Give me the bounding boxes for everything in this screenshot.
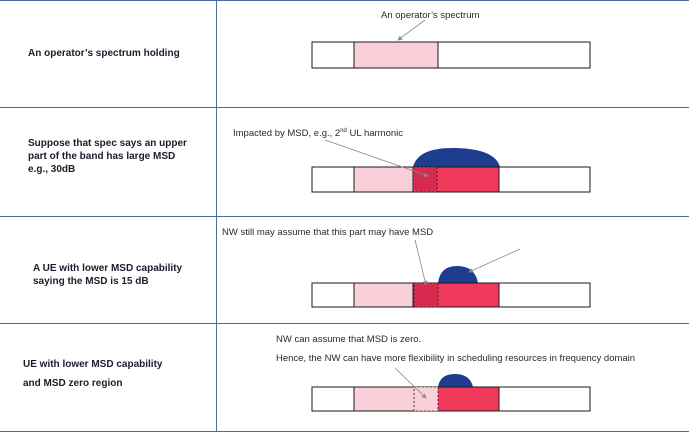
annotation-arrow	[324, 139, 429, 177]
operator-spectrum-block	[353, 282, 415, 308]
annotation-arrow	[394, 367, 427, 399]
msd-impacted-block	[436, 386, 500, 412]
row-2-label: Suppose that spec says an upper part of …	[28, 137, 213, 176]
spectrum-annotation: An operator’s spectrum	[381, 10, 480, 21]
label-line: e.g., 30dB	[28, 164, 76, 175]
msd-15db-region	[413, 282, 439, 308]
row-3-spectrum	[311, 239, 591, 308]
msd-impact-text: Impacted by MSD, e.g., 2nd UL harmonic	[233, 128, 404, 140]
msd-zero-region	[413, 386, 439, 412]
msd-overlap-region	[412, 166, 438, 193]
msd-harmonic-dome	[438, 266, 478, 283]
row-1-spectrum	[311, 19, 591, 69]
label-line: A UE with lower MSD capability	[33, 263, 183, 274]
row-divider	[0, 0, 689, 1]
nw-flexibility-annotation: Hence, the NW can have more flexibility …	[276, 353, 636, 364]
annotation-arrow	[397, 19, 426, 41]
row-2-spectrum	[311, 139, 591, 193]
msd-harmonic-dome	[413, 147, 500, 167]
row-4-spectrum	[311, 367, 591, 412]
annotation-arrow	[468, 248, 521, 273]
column-divider	[216, 0, 217, 432]
msd-impact-annotation: Impacted by MSD, e.g., 2nd UL harmonic	[233, 128, 403, 139]
label-line: and MSD zero region	[23, 378, 123, 389]
row-3-label: A UE with lower MSD capability saying th…	[33, 262, 218, 288]
row-divider	[0, 216, 689, 217]
label-line: An operator’s spectrum holding	[28, 48, 180, 59]
annotation-arrow	[414, 239, 428, 286]
operator-spectrum-block	[353, 166, 415, 193]
label-line: saying the MSD is 15 dB	[33, 276, 149, 287]
label-line: Suppose that spec says an upper	[28, 138, 187, 149]
nw-msd-zero-annotation: NW can assume that MSD is zero.	[276, 334, 422, 345]
row-1-label: An operator’s spectrum holding	[28, 47, 213, 60]
operator-spectrum-block	[353, 41, 439, 69]
row-divider	[0, 107, 689, 108]
label-line: UE with lower MSD capability	[23, 359, 163, 370]
row-4-label: UE with lower MSD capability and MSD zer…	[23, 355, 208, 393]
msd-harmonic-dome	[438, 374, 473, 387]
nw-assume-msd-annotation: NW still may assume that this part may h…	[222, 227, 434, 238]
label-line: part of the band has large MSD	[28, 151, 176, 162]
row-divider	[0, 323, 689, 324]
